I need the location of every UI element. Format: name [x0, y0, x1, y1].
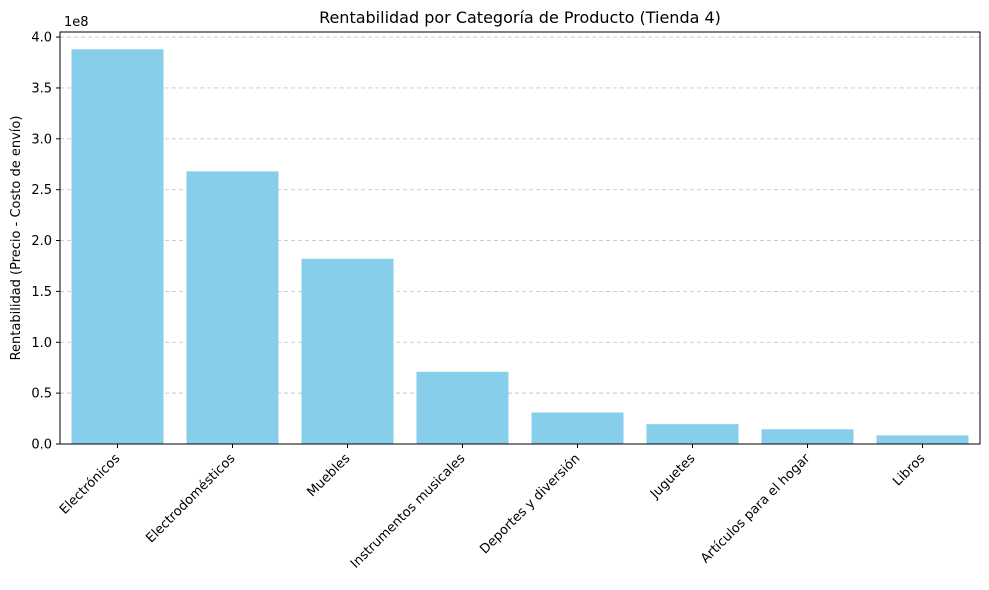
bar: [646, 424, 739, 444]
grid-lines: [60, 36, 980, 394]
y-axis-offset-label: 1e8: [64, 15, 89, 30]
y-tick-label: 4.0: [31, 31, 52, 46]
x-tick-label: Deportes y diversión: [477, 451, 583, 557]
y-tick-label: 2.0: [31, 234, 52, 249]
x-tick-label: Electrónicos: [57, 451, 123, 517]
y-tick-label: 0.5: [31, 387, 52, 402]
bar: [186, 171, 279, 444]
bar: [416, 371, 509, 444]
bar: [301, 258, 394, 444]
y-tick-label: 1.0: [31, 336, 52, 351]
bar: [876, 435, 969, 444]
chart-title: Rentabilidad por Categoría de Producto (…: [319, 8, 721, 27]
x-tick-label: Juguetes: [647, 451, 698, 502]
y-tick-label: 0.0: [31, 438, 52, 453]
x-tick-label: Artículos para el hogar: [698, 451, 814, 567]
plot-frame: [59, 31, 981, 445]
x-tick-label: Libros: [890, 451, 928, 489]
bar: [71, 49, 164, 445]
bars: [71, 49, 969, 445]
y-tick-label: 3.0: [31, 132, 52, 147]
y-tick-label: 3.5: [31, 81, 52, 96]
x-axis-ticks: Electrónicos Electrodomésticos MueblesInst…: [57, 444, 928, 572]
bar: [761, 429, 854, 444]
x-tick-label: Electrodomésticos: [143, 451, 238, 546]
y-tick-label: 2.5: [31, 183, 52, 198]
bar: [531, 412, 624, 444]
y-axis-label: Rentabilidad (Precio - Costo de envío): [9, 116, 24, 361]
x-tick-label: Muebles: [304, 451, 353, 500]
y-tick-label: 1.5: [31, 285, 52, 300]
y-axis-ticks: 0.0 0.5 1.0 1.5 2.0 2.5 3.0 3.5 4.0: [31, 31, 60, 453]
x-tick-label: Instrumentos musicales: [348, 451, 468, 571]
